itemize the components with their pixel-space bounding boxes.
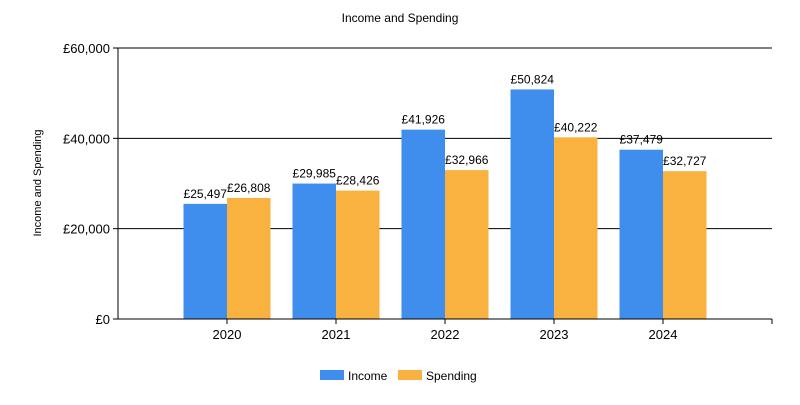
data-label: £32,966 [445, 153, 489, 167]
data-label: £32,727 [663, 154, 707, 168]
bar-spending-2022 [445, 170, 489, 319]
y-tick-label: £60,000 [63, 41, 110, 56]
y-tick-label: £40,000 [63, 131, 110, 146]
bar-income-2023 [510, 89, 554, 319]
x-tick-label: 2023 [540, 327, 569, 342]
bar-spending-2020 [227, 197, 271, 319]
legend-swatch [320, 370, 344, 380]
legend-item-income: Income [320, 369, 388, 383]
data-label: £29,985 [293, 167, 337, 181]
axes: £0 £20,000 £40,000 £60,000 2020 2021 2022 2023 2… [63, 41, 773, 342]
bar-income-2020 [183, 203, 227, 319]
x-tick-label: 2022 [431, 327, 460, 342]
legend-label: Spending [426, 369, 477, 383]
x-tick-label: 2024 [649, 327, 678, 342]
data-labels: £25,497 £26,808 £29,985£28,426 £41,926 £32,9… [184, 72, 707, 200]
data-label: £28,426 [336, 174, 380, 188]
data-label: £37,479 [620, 133, 664, 147]
data-label: £26,808 [227, 181, 271, 195]
bar-income-2022 [401, 129, 445, 319]
legend-swatch [398, 370, 422, 380]
data-label: £25,497 [184, 187, 228, 201]
legend-label: Income [348, 369, 388, 383]
bar-income-2024 [619, 149, 663, 319]
data-label: £40,222 [554, 120, 598, 134]
bar-spending-2023 [554, 137, 598, 319]
data-label: £41,926 [402, 113, 446, 127]
y-tick-label: £20,000 [63, 222, 110, 237]
bar-spending-2024 [663, 171, 707, 319]
y-axis-title: Income and Spending [32, 129, 44, 236]
chart-title: Income and Spending [342, 11, 459, 25]
bar-spending-2021 [336, 190, 380, 319]
y-tick-label: £0 [96, 312, 110, 327]
data-label: £50,824 [511, 72, 555, 86]
x-tick-label: 2021 [322, 327, 351, 342]
x-tick-label: 2020 [213, 327, 242, 342]
bars [183, 89, 707, 319]
bar-income-2021 [292, 183, 336, 319]
legend: Income Spending [320, 369, 477, 383]
legend-item-spending: Spending [398, 369, 477, 383]
